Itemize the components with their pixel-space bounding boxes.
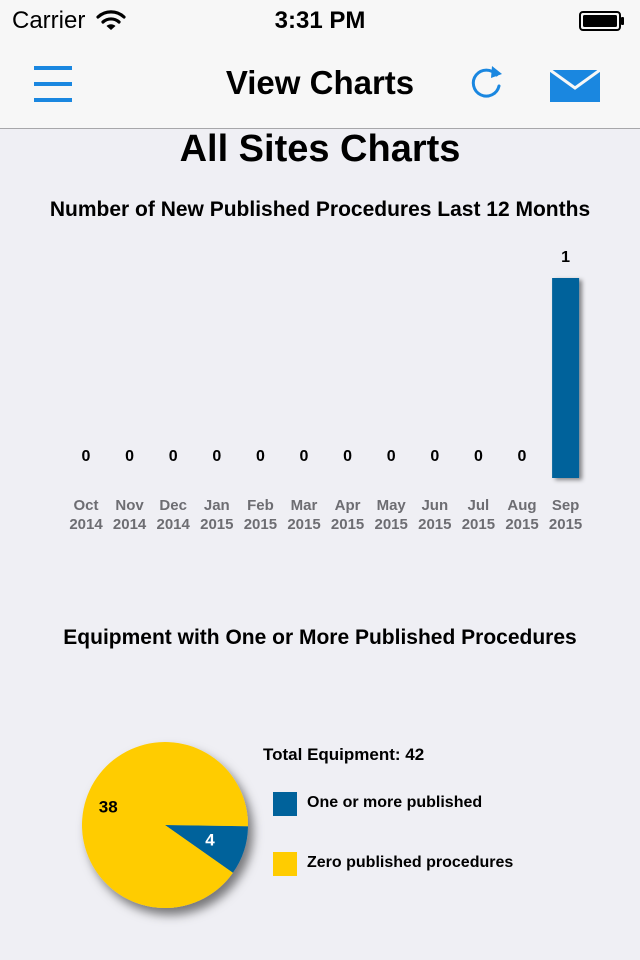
legend-swatch: [273, 792, 297, 816]
bar-value-label: 0: [430, 448, 439, 465]
bar-value-label: 1: [561, 249, 570, 266]
pie-value-label: 38: [99, 798, 118, 817]
bar-value-label: 0: [518, 448, 527, 465]
x-tick-month: Jun: [421, 497, 448, 514]
pie-slice-one-or-more: [165, 825, 248, 873]
pie-chart-title: Equipment with One or More Published Pro…: [63, 626, 577, 649]
bar-value-label: 0: [300, 448, 309, 465]
navigation-bar: View Charts: [0, 40, 640, 129]
x-tick-month: Oct: [73, 497, 98, 514]
x-tick-month: Mar: [291, 497, 318, 514]
x-tick-month: Apr: [335, 497, 361, 514]
x-tick-year: 2014: [69, 516, 103, 533]
legend-swatch: [273, 852, 297, 876]
bar-chart-title: Number of New Published Procedures Last …: [49, 198, 591, 221]
x-tick-month: Jul: [468, 497, 490, 514]
pie-chart: 4 38: [81, 742, 248, 909]
bar-chart: 0 Oct 2014 0 Nov 2014 0 Dec 2014 0 Jan 2015 0 Feb 2015…: [69, 249, 582, 533]
menu-icon[interactable]: [22, 58, 82, 110]
bar-value-label: 0: [169, 448, 178, 465]
x-tick-year: 2015: [549, 516, 582, 533]
x-tick-month: Sep: [552, 497, 580, 514]
legend-label: Zero published procedures: [307, 854, 514, 871]
x-tick-year: 2015: [244, 516, 277, 533]
refresh-icon[interactable]: [466, 60, 510, 108]
x-tick-year: 2015: [462, 516, 495, 533]
x-tick-year: 2015: [287, 516, 320, 533]
status-bar: Carrier 3:31 PM: [0, 0, 640, 40]
bar-value-label: 0: [125, 448, 134, 465]
x-tick-year: 2015: [418, 516, 451, 533]
x-tick-month: Dec: [159, 497, 187, 514]
x-tick-year: 2015: [331, 516, 364, 533]
x-tick-month: Jan: [204, 497, 230, 514]
bar-sep: [552, 278, 580, 478]
bar-value-label: 0: [343, 448, 352, 465]
wifi-icon: [96, 10, 126, 30]
x-tick-year: 2014: [157, 516, 191, 533]
pie-slice-zero: [81, 742, 248, 909]
status-time: 3:31 PM: [274, 7, 366, 34]
bar-value-label: 0: [82, 448, 91, 465]
x-tick-month: Nov: [115, 497, 144, 514]
mail-icon[interactable]: [546, 64, 604, 104]
pie-value-label: 4: [205, 831, 215, 850]
x-tick-year: 2015: [200, 516, 233, 533]
x-tick-year: 2014: [113, 516, 147, 533]
x-tick-year: 2015: [375, 516, 408, 533]
bar-value-label: 0: [387, 448, 396, 465]
battery-icon: [579, 11, 624, 31]
bar-value-label: 0: [256, 448, 265, 465]
page-heading: All Sites Charts: [179, 128, 461, 170]
legend-total: Total Equipment: 42: [263, 745, 425, 764]
nav-title: View Charts: [225, 64, 415, 101]
legend-label: One or more published: [307, 794, 483, 811]
x-tick-month: May: [377, 497, 407, 514]
x-tick-month: Feb: [247, 497, 274, 514]
x-tick-year: 2015: [505, 516, 538, 533]
bar-value-label: 0: [212, 448, 221, 465]
x-tick-month: Aug: [507, 497, 536, 514]
bar-value-label: 0: [474, 448, 483, 465]
carrier-label: Carrier: [12, 7, 86, 34]
